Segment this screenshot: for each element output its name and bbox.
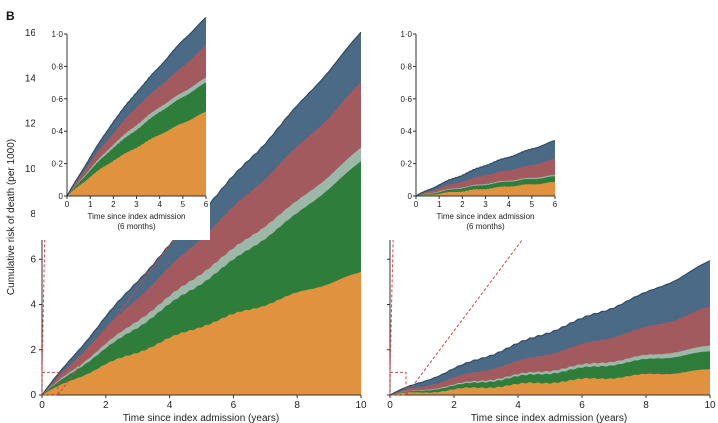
inset-right-x-tick-label: 0: [414, 200, 419, 209]
main-right-x-axis-label: Time since index admission (years): [471, 413, 627, 423]
inset-right-y-tick-label: 0: [408, 192, 413, 201]
inset-right-y-tick-label: 1·0: [400, 30, 412, 39]
inset-left-x-tick-label: 1: [88, 200, 93, 209]
main-right-x-tick-label: 4: [515, 400, 521, 411]
panel-label: B: [6, 9, 15, 23]
main-left-y-tick-label: 4: [30, 300, 36, 311]
inset-left-x-tick-label: 3: [134, 200, 139, 209]
main-right-x-tick-label: 8: [643, 400, 649, 411]
inset-right-x-axis-label-line: Time since index admission: [437, 212, 535, 221]
inset-left-x-axis-label-line: (6 months): [117, 222, 156, 231]
inset-left-x-tick-label: 4: [157, 200, 162, 209]
main-left-x-tick-label: 8: [294, 400, 300, 411]
main-left-y-tick-label: 10: [25, 164, 37, 175]
inset-right-y-tick-label: 0·6: [400, 95, 412, 104]
inset-right-y-tick-label: 0·4: [400, 127, 412, 136]
main-left-y-tick-label: 8: [30, 209, 36, 220]
inset-left-y-tick-label: 0·4: [51, 127, 63, 136]
main-right-x-tick-label: 2: [451, 400, 457, 411]
inset-right-y-tick-label: 0·8: [400, 62, 412, 71]
left-zoom-box: [41, 371, 59, 396]
inset-background: [384, 28, 559, 240]
y-axis-label: Cumulative risk of death (per 1000): [6, 139, 17, 295]
main-right-orange-band: [390, 369, 710, 395]
main-left-y-tick-label: 2: [30, 345, 36, 356]
inset-left-x-axis-label-line: Time since index admission: [88, 212, 186, 221]
inset-right-x-tick-label: 5: [530, 200, 535, 209]
inset-left-y-tick-label: 0: [59, 192, 64, 201]
inset-left-y-tick-label: 0·2: [51, 160, 63, 169]
right-zoom-box: [389, 371, 407, 396]
inset-left-y-tick-label: 0·6: [51, 95, 63, 104]
main-left-x-tick-label: 6: [231, 400, 237, 411]
main-left-x-tick-label: 0: [39, 400, 45, 411]
inset-left-orange-band: [67, 111, 206, 196]
inset-right-x-axis-label-line: (6 months): [466, 222, 505, 231]
inset-left-x-tick-label: 0: [65, 200, 70, 209]
main-right-plot: 0 2 4 6 8 10: [387, 32, 716, 411]
inset-left-x-tick-label: 5: [181, 200, 186, 209]
main-left-x-axis-label: Time since index admission (years): [123, 413, 279, 423]
inset-left-x-tick-label: 6: [204, 200, 209, 209]
inset-right-plot: 0 1 2 3 4 5 6 0 0·2 0·4 0·6 0·8 1·0 Time since index …: [384, 28, 559, 240]
main-left-x-tick-label: 10: [355, 400, 367, 411]
inset-right-x-tick-label: 2: [460, 200, 465, 209]
main-left-y-tick-label: 12: [25, 119, 37, 130]
inset-right-x-tick-label: 6: [553, 200, 558, 209]
inset-right-x-tick-label: 4: [506, 200, 511, 209]
inset-left-y-tick-label: 1·0: [51, 30, 63, 39]
main-right-x-tick-label: 0: [387, 400, 393, 411]
inset-left-y-tick-label: 0·8: [51, 62, 63, 71]
inset-right-top-outline: [415, 139, 556, 197]
inset-right-y-tick-label: 0·2: [400, 160, 412, 169]
inset-right-orange-band: [416, 181, 555, 196]
main-left-x-tick-label: 2: [103, 400, 109, 411]
inset-right-x-tick-label: 3: [483, 200, 488, 209]
inset-right-x-tick-label: 1: [437, 200, 442, 209]
inset-left-plot: 0 1 2 3 4 5 6 0 0·2 0·4 0·6 0·8 1·0 Time since index …: [35, 17, 210, 240]
main-left-y-tick-label: 0: [30, 390, 36, 401]
main-left-x-tick-label: 4: [167, 400, 173, 411]
main-left-y-tick-label: 14: [25, 73, 37, 84]
main-left-y-tick-label: 6: [30, 254, 36, 265]
inset-left-top-outline: [66, 17, 207, 197]
main-right-top-outline: [389, 260, 711, 396]
main-left-orange-band: [42, 272, 361, 395]
main-right-x-tick-label: 10: [704, 400, 716, 411]
main-right-x-tick-label: 6: [579, 400, 585, 411]
main-left-y-tick-label: 16: [25, 28, 37, 39]
inset-left-x-tick-label: 2: [111, 200, 116, 209]
